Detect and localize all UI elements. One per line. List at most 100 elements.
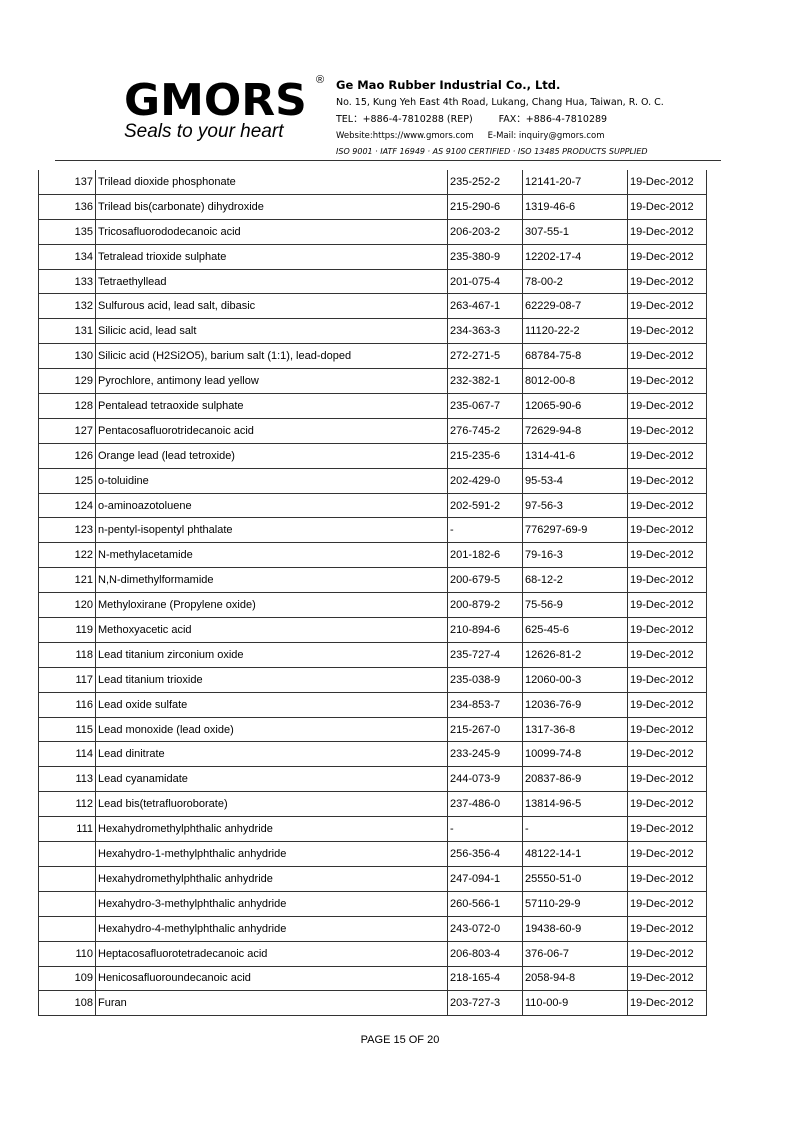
ec-number: 234-363-3 [447, 318, 523, 345]
email-link[interactable]: E-Mail: inquiry@gmors.com [487, 131, 605, 141]
ec-number: 201-182-6 [447, 542, 523, 569]
ec-number: 235-038-9 [447, 666, 523, 693]
ec-number: 202-429-0 [447, 467, 523, 494]
ec-number: 235-727-4 [447, 641, 523, 668]
substance-name: Lead cyanamidate [95, 766, 448, 793]
item-number: 133 [38, 268, 96, 295]
substance-name: Heptacosafluorotetradecanoic acid [95, 940, 448, 967]
substance-name: o-toluidine [95, 467, 448, 494]
ec-number: 202-591-2 [447, 492, 523, 519]
page-number: PAGE 15 OF 20 [360, 1034, 440, 1046]
date-added: 19-Dec-2012 [627, 890, 707, 917]
table-row: 136 Trilead bis(carbonate) dihydroxide 215… [38, 193, 707, 220]
table-row: 133 Tetraethyllead 201-075-4 78-00-2 19-Dec-… [38, 268, 707, 295]
ec-number: 237-486-0 [447, 791, 523, 818]
company-name: Ge Mao Rubber Industrial Co., Ltd. [336, 78, 561, 92]
ec-number: 201-075-4 [447, 268, 523, 295]
date-added: 19-Dec-2012 [627, 343, 707, 370]
item-number: 127 [38, 417, 96, 444]
item-number [38, 841, 96, 867]
date-added: 19-Dec-2012 [627, 467, 707, 494]
item-number: 120 [38, 592, 96, 619]
item-number [38, 890, 96, 917]
substance-name: Pentalead tetraoxide sulphate [95, 393, 448, 419]
ec-number: 244-073-9 [447, 766, 523, 793]
substance-name: Henicosafluoroundecanoic acid [95, 965, 448, 992]
ec-number: 200-879-2 [447, 592, 523, 619]
date-added: 19-Dec-2012 [627, 492, 707, 519]
item-number: 110 [38, 940, 96, 967]
date-added: 19-Dec-2012 [627, 741, 707, 768]
table-row: 132 Sulfurous acid, lead salt, dibasic 263… [38, 293, 707, 320]
table-row: 120 Methyloxirane (Propylene oxide) 200-87… [38, 592, 707, 619]
item-number: 137 [38, 170, 96, 195]
ec-number: 215-235-6 [447, 442, 523, 469]
ec-number: 276-745-2 [447, 417, 523, 444]
ec-number: 203-727-3 [447, 990, 523, 1017]
ec-number: 260-566-1 [447, 890, 523, 917]
table-row: 131 Silicic acid, lead salt 234-363-3 11120… [38, 318, 707, 345]
substance-name: Trilead dioxide phosphonate [95, 170, 448, 195]
table-row: 121 N,N-dimethylformamide 200-679-5 68-12-2… [38, 567, 707, 594]
cas-number: 1317-36-8 [522, 716, 628, 743]
substance-name: Tetraethyllead [95, 268, 448, 295]
item-number: 121 [38, 567, 96, 594]
ec-number: - [447, 517, 523, 544]
table-row: 124 o-aminoazotoluene 202-591-2 97-56-3 19-D… [38, 492, 707, 519]
date-added: 19-Dec-2012 [627, 940, 707, 967]
item-number: 116 [38, 691, 96, 718]
cas-number: 62229-08-7 [522, 293, 628, 320]
date-added: 19-Dec-2012 [627, 592, 707, 619]
item-number [38, 915, 96, 942]
cas-number: 79-16-3 [522, 542, 628, 569]
cas-number: 12202-17-4 [522, 243, 628, 270]
cas-number: 2058-94-8 [522, 965, 628, 992]
table-row: 130 Silicic acid (H2Si2O5), barium salt (… [38, 343, 707, 370]
cas-number: 12060-00-3 [522, 666, 628, 693]
cas-number: 72629-94-8 [522, 417, 628, 444]
table-row: 127 Pentacosafluorotridecanoic acid 276-74… [38, 417, 707, 444]
item-number: 132 [38, 293, 96, 320]
item-number: 111 [38, 816, 96, 843]
table-row: Hexahydro-3-methylphthalic anhydride 260-… [38, 890, 707, 917]
substance-name: Furan [95, 990, 448, 1017]
date-added: 19-Dec-2012 [627, 567, 707, 594]
table-row: 129 Pyrochlore, antimony lead yellow 232-3… [38, 368, 707, 395]
table-row: 125 o-toluidine 202-429-0 95-53-4 19-Dec-201… [38, 467, 707, 494]
item-number: 126 [38, 442, 96, 469]
date-added: 19-Dec-2012 [627, 170, 707, 195]
date-added: 19-Dec-2012 [627, 841, 707, 867]
item-number: 114 [38, 741, 96, 768]
ec-number: 210-894-6 [447, 617, 523, 643]
table-row: 116 Lead oxide sulfate 234-853-7 12036-76-9… [38, 691, 707, 718]
ec-number: 233-245-9 [447, 741, 523, 768]
substance-name: Pentacosafluorotridecanoic acid [95, 417, 448, 444]
item-number: 128 [38, 393, 96, 419]
cas-number: 20837-86-9 [522, 766, 628, 793]
ec-number: 234-853-7 [447, 691, 523, 718]
date-added: 19-Dec-2012 [627, 393, 707, 419]
substance-name: Lead oxide sulfate [95, 691, 448, 718]
table-row: 134 Tetralead trioxide sulphate 235-380-9 1… [38, 243, 707, 270]
substance-name: Hexahydro-1-methylphthalic anhydride [95, 841, 448, 867]
substance-name: Methyloxirane (Propylene oxide) [95, 592, 448, 619]
contact-phone: TEL：+886-4-7810288 (REP) FAX：+886-4-78102… [336, 114, 607, 126]
ec-number: 243-072-0 [447, 915, 523, 942]
ec-number: 235-067-7 [447, 393, 523, 419]
table-row: 111 Hexahydromethylphthalic anhydride - -19… [38, 816, 707, 843]
table-row: Hexahydro-4-methylphthalic anhydride 243-… [38, 915, 707, 942]
substance-name: Lead titanium trioxide [95, 666, 448, 693]
table-row: 128 Pentalead tetraoxide sulphate 235-067-… [38, 393, 707, 419]
cas-number: 75-56-9 [522, 592, 628, 619]
company-address: No. 15, Kung Yeh East 4th Road, Lukang, … [336, 97, 664, 108]
cas-number: 12626-81-2 [522, 641, 628, 668]
date-added: 19-Dec-2012 [627, 293, 707, 320]
item-number: 115 [38, 716, 96, 743]
website-link[interactable]: Website:https://www.gmors.com [336, 131, 474, 141]
table-row: 123 n-pentyl-isopentyl phthalate -776297-6… [38, 517, 707, 544]
cas-number: 1314-41-6 [522, 442, 628, 469]
substance-name: Hexahydro-3-methylphthalic anhydride [95, 890, 448, 917]
cas-number: 13814-96-5 [522, 791, 628, 818]
table-row: 119 Methoxyacetic acid 210-894-6 625-45-6 19… [38, 617, 707, 643]
header-divider [55, 160, 721, 161]
